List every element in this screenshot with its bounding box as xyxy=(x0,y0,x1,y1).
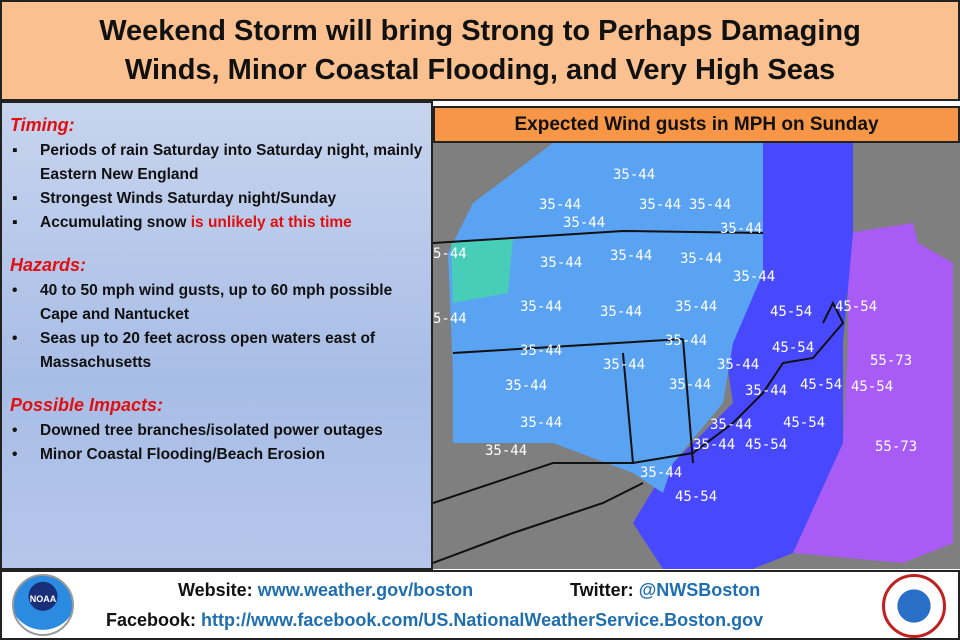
list-item: ▪ Accumulating snow is unlikely at this t… xyxy=(12,214,352,231)
gust-label: 55-73 xyxy=(870,353,912,369)
gust-label: 35-44 xyxy=(520,299,562,315)
state-borders xyxy=(433,229,764,244)
nws-logo xyxy=(882,574,946,638)
gust-label: 35-44 xyxy=(600,304,642,320)
gust-label: 45-54 xyxy=(745,437,787,453)
gust-label: 35-44 xyxy=(710,417,752,433)
gust-label: 5-44 xyxy=(433,311,467,327)
footer: NOAA Website: www.weather.gov/boston Twi… xyxy=(0,570,960,640)
gust-label: 35-44 xyxy=(539,197,581,213)
gust-label: 35-44 xyxy=(540,255,582,271)
gust-label: 45-54 xyxy=(675,489,717,505)
facebook-line: Facebook: http://www.facebook.com/US.Nat… xyxy=(106,610,764,630)
hazards-heading: Hazards: xyxy=(10,255,87,275)
hazards-list: • 40 to 50 mph wind gusts, up to 60 mph p… xyxy=(10,279,423,375)
state-border xyxy=(452,338,684,354)
twitter-line: Twitter: @NWSBoston xyxy=(570,580,761,600)
gust-label: 35-44 xyxy=(613,167,655,183)
timing-heading: Timing: xyxy=(10,115,75,135)
gust-label: 45-54 xyxy=(800,377,842,393)
list-item: • Seas up to 20 feet across open waters e… xyxy=(12,330,376,371)
gust-label: 45-54 xyxy=(770,304,812,320)
gust-label: 35-44 xyxy=(640,465,682,481)
gust-label: 35-44 xyxy=(485,443,527,459)
gust-label: 35-44 xyxy=(720,221,762,237)
gust-label: 35-44 xyxy=(680,251,722,267)
info-panel: Timing: ▪ Periods of rain Saturday into S… xyxy=(0,101,433,570)
wind-gust-map: 35-44 35-44 35-44 35-44 35-44 35-44 5-44 35-44 3… xyxy=(433,143,960,569)
zone-35-44 xyxy=(448,143,763,493)
long-island xyxy=(433,482,644,564)
gust-label: 35-44 xyxy=(669,377,711,393)
timing-list: ▪ Periods of rain Saturday into Saturday … xyxy=(10,139,423,235)
gust-label: 5-44 xyxy=(433,246,467,262)
gust-label: 45-54 xyxy=(835,299,877,315)
list-item: • 40 to 50 mph wind gusts, up to 60 mph p… xyxy=(12,282,393,323)
title-banner: Weekend Storm will bring Strong to Perha… xyxy=(0,0,960,101)
gust-label: 35-44 xyxy=(693,437,735,453)
list-item: • Downed tree branches/isolated power out… xyxy=(12,422,383,439)
impacts-list: • Downed tree branches/isolated power out… xyxy=(10,419,423,467)
gust-label: 35-44 xyxy=(520,415,562,431)
list-item: • Minor Coastal Flooding/Beach Erosion xyxy=(12,446,326,463)
coastline xyxy=(433,300,845,504)
gust-label: 35-44 xyxy=(717,357,759,373)
list-item: ▪ Periods of rain Saturday into Saturday … xyxy=(12,142,423,183)
gust-label: 45-54 xyxy=(772,340,814,356)
zone-55-73 xyxy=(793,223,953,563)
gust-label: 35-44 xyxy=(675,299,717,315)
page-title: Weekend Storm will bring Strong to Perha… xyxy=(99,14,861,86)
gust-label: 35-44 xyxy=(520,343,562,359)
gust-label: 55-73 xyxy=(875,439,917,455)
gust-label: 35-44 xyxy=(610,248,652,264)
website-link[interactable]: www.weather.gov/boston xyxy=(257,580,474,600)
map-header: Expected Wind gusts in MPH on Sunday xyxy=(433,106,960,143)
gust-label: 35-44 xyxy=(745,383,787,399)
state-border xyxy=(682,338,694,464)
gust-label: 35-44 xyxy=(665,333,707,349)
gust-label: 35-44 xyxy=(733,269,775,285)
green-area xyxy=(451,238,513,303)
website-line: Website: www.weather.gov/boston xyxy=(178,580,474,600)
zone-45-54 xyxy=(633,143,853,569)
state-border xyxy=(622,352,634,464)
gust-label: 45-54 xyxy=(783,415,825,431)
gust-label: 35-44 xyxy=(563,215,605,231)
twitter-link[interactable]: @NWSBoston xyxy=(638,580,761,600)
impacts-heading: Possible Impacts: xyxy=(10,395,164,415)
gust-label: 35-44 xyxy=(505,378,547,394)
list-item: ▪ Strongest Winds Saturday night/Sunday xyxy=(12,190,337,207)
noaa-logo: NOAA xyxy=(12,574,74,636)
gust-label: 45-54 xyxy=(851,379,893,395)
facebook-link[interactable]: http://www.facebook.com/US.NationalWeath… xyxy=(201,610,764,630)
gust-label: 35-44 xyxy=(639,197,681,213)
gust-label: 35-44 xyxy=(689,197,731,213)
gust-label: 35-44 xyxy=(603,357,645,373)
